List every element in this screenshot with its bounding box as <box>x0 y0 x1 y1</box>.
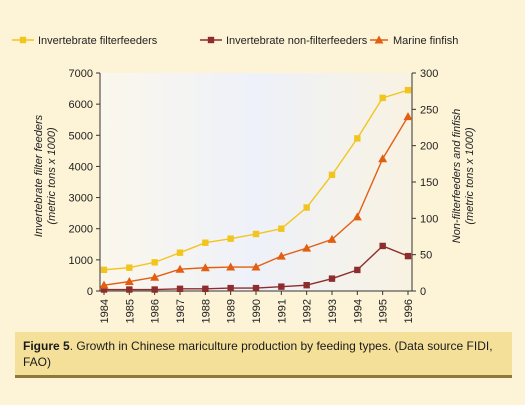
data-point <box>99 280 109 289</box>
y-left-tick-label: 6000 <box>69 99 93 111</box>
caption-label: Figure 5 <box>23 339 70 353</box>
data-point <box>302 243 312 252</box>
data-point <box>379 94 386 102</box>
data-point <box>403 112 413 121</box>
data-point <box>352 212 362 221</box>
data-point <box>100 286 108 293</box>
x-tick-label: 1984 <box>99 299 111 323</box>
legend-marker <box>207 36 215 44</box>
y-left-tick-label: 0 <box>87 286 93 298</box>
data-point <box>252 284 260 292</box>
data-point <box>276 251 286 260</box>
data-point <box>354 135 361 142</box>
data-point <box>404 86 412 94</box>
plot-area <box>100 73 412 291</box>
series-layer <box>99 86 413 293</box>
x-tick-label: 1991 <box>276 299 288 323</box>
data-point <box>227 235 234 242</box>
y-left-tick-label: 1000 <box>69 255 93 267</box>
data-point <box>252 230 260 238</box>
x-tick-label: 1988 <box>200 299 212 323</box>
y-axis-left-label: Invertebrate filter feeders(metric tons … <box>33 114 58 237</box>
data-point <box>151 259 158 266</box>
y-right-tick-label: 300 <box>420 68 438 80</box>
data-point <box>303 281 310 289</box>
y-left-tick-label: 4000 <box>69 161 93 173</box>
x-tick-label: 1990 <box>251 299 263 323</box>
data-point <box>227 284 234 292</box>
data-point <box>202 285 209 293</box>
y-right-tick-label: 200 <box>420 141 438 153</box>
y-left-tick-label: 5000 <box>69 130 93 142</box>
data-point <box>404 252 412 260</box>
legend: Invertebrate filterfeeders Invertebrate n… <box>12 35 458 47</box>
data-point <box>328 171 336 179</box>
y-right-tick-label: 100 <box>420 213 438 225</box>
legend-label: Invertebrate filterfeeders <box>38 35 158 47</box>
x-tick-label: 1985 <box>124 299 136 323</box>
data-point <box>328 275 336 282</box>
y-right-tick-label: 50 <box>420 250 432 262</box>
figure-caption: Figure 5. Growth in Chinese mariculture … <box>15 332 512 378</box>
series-1 <box>100 86 412 274</box>
x-tick-label: 1994 <box>352 299 364 323</box>
data-point <box>175 264 185 273</box>
data-point <box>354 266 361 274</box>
x-tick-label: 1995 <box>378 299 390 323</box>
y-left-tick-label: 3000 <box>69 193 93 205</box>
legend-marker <box>374 35 384 44</box>
data-point <box>202 239 209 246</box>
x-tick-label: 1987 <box>175 299 187 323</box>
data-point <box>303 204 310 211</box>
y-left-tick-label: 7000 <box>69 68 93 80</box>
caption-text: . Growth in Chinese mariculture producti… <box>23 339 493 369</box>
series-2 <box>100 242 412 293</box>
data-point <box>226 262 236 271</box>
line-chart: Invertebrate filterfeeders Invertebrate n… <box>12 35 476 323</box>
x-tick-label: 1993 <box>327 299 339 323</box>
x-tick-label: 1992 <box>302 299 314 323</box>
data-point <box>126 286 133 293</box>
data-point <box>126 264 133 271</box>
data-point <box>176 285 184 293</box>
data-point <box>327 234 337 243</box>
data-point <box>150 272 160 281</box>
data-point <box>379 242 386 250</box>
data-point <box>200 263 210 272</box>
y-left-tick-label: 2000 <box>69 224 93 236</box>
data-point <box>124 277 134 286</box>
x-tick-label: 1986 <box>150 299 162 323</box>
data-point <box>176 249 184 256</box>
legend-label: Invertebrate non-filterfeeders <box>226 35 368 47</box>
data-point <box>278 225 285 232</box>
y-axis-right-label: Non-filterfeeders and finfish(metric ton… <box>451 109 476 244</box>
y-right-tick-label: 250 <box>420 104 438 116</box>
ticks: 0 1000 2000 3000 4000 5000 6000 7000 0 50 100 150 20… <box>69 68 439 323</box>
legend-label: Marine finfish <box>393 35 458 47</box>
x-tick-label: 1989 <box>226 299 238 323</box>
data-point <box>151 286 158 293</box>
data-point <box>278 283 285 290</box>
x-tick-label: 1996 <box>403 299 415 323</box>
series-3 <box>99 112 413 289</box>
y-right-tick-label: 0 <box>420 286 426 298</box>
data-point <box>251 262 261 271</box>
y-right-tick-label: 150 <box>420 177 438 189</box>
data-point <box>100 266 108 274</box>
data-point <box>378 154 388 163</box>
legend-marker <box>19 36 27 44</box>
